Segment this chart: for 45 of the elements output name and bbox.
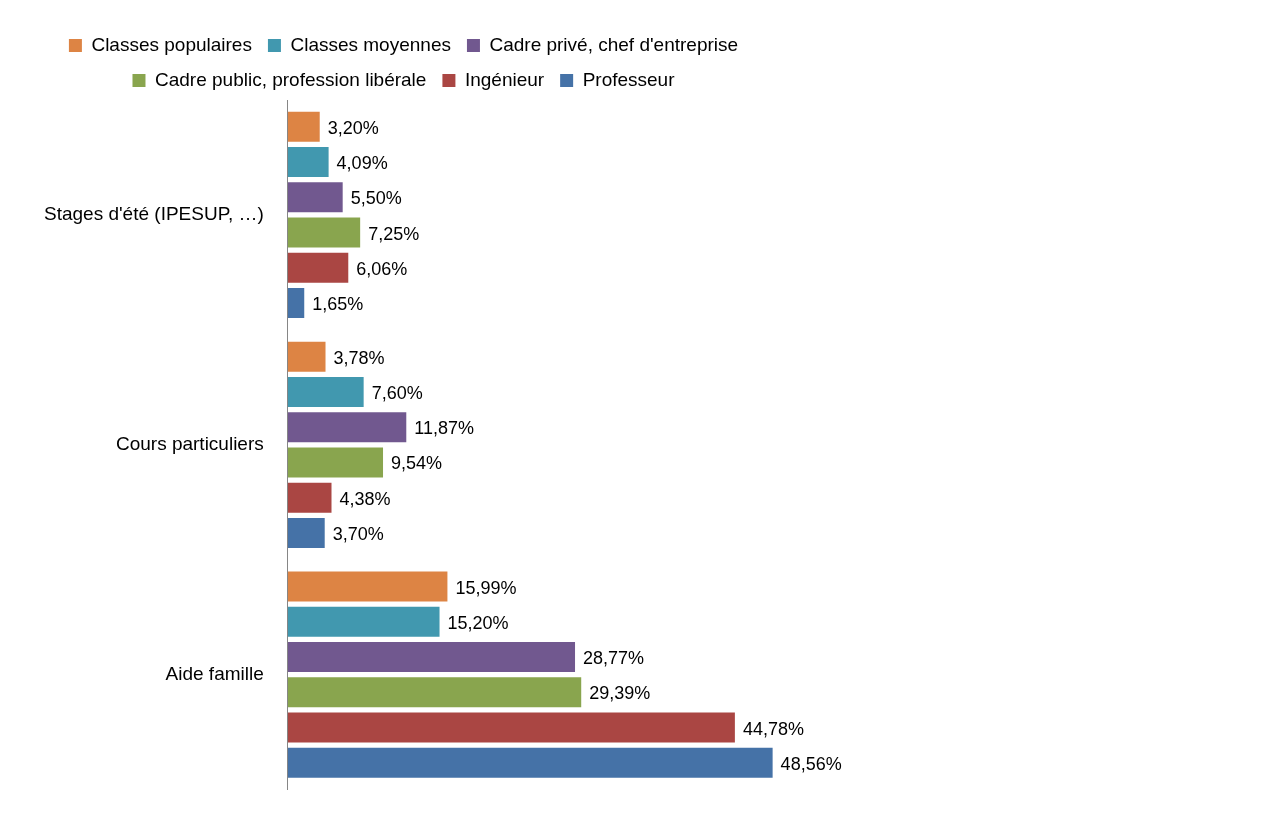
bar: [287, 412, 407, 443]
data-label: 7,25%: [368, 223, 420, 244]
bar: [287, 571, 448, 602]
data-label: 7,60%: [371, 382, 423, 403]
bar: [287, 341, 326, 372]
data-label: 28,77%: [583, 648, 645, 669]
legend-label: Ingénieur: [464, 68, 545, 90]
data-label: 15,99%: [455, 577, 517, 598]
bar: [287, 447, 384, 478]
data-label: 3,78%: [333, 347, 385, 368]
bar: [287, 182, 343, 213]
legend-label: Professeur: [582, 68, 676, 90]
y-tick-label: Cours particuliers: [115, 433, 264, 455]
data-label: 3,70%: [332, 523, 384, 544]
bar: [287, 712, 735, 743]
bar: [287, 288, 305, 319]
data-label: 9,54%: [391, 453, 443, 474]
bar: [287, 252, 349, 283]
bar: [287, 517, 325, 548]
legend-label: Cadre privé, chef d'entreprise: [489, 33, 739, 55]
data-label: 3,20%: [327, 117, 379, 138]
bar: [287, 677, 582, 708]
bar: [287, 217, 361, 248]
bar: [287, 747, 773, 778]
data-label: 5,50%: [350, 188, 402, 209]
data-label: 29,39%: [589, 683, 651, 704]
data-label: 11,87%: [414, 418, 475, 439]
bar: [287, 642, 576, 673]
data-label: 6,06%: [356, 258, 408, 279]
data-label: 44,78%: [742, 718, 804, 739]
legend-label: Classes moyennes: [290, 33, 451, 55]
data-label: 1,65%: [312, 294, 364, 315]
bar: [287, 606, 440, 637]
bar: [287, 147, 329, 178]
bar: [287, 376, 364, 407]
y-tick-label: Stages d'été (IPESUP, …): [43, 203, 264, 225]
data-label: 4,09%: [336, 153, 388, 174]
data-label: 48,56%: [780, 753, 842, 774]
bar: [287, 482, 332, 513]
data-label: 4,38%: [339, 488, 391, 509]
y-tick-label: Aide famille: [165, 662, 264, 684]
data-label: 15,20%: [447, 612, 509, 633]
legend-label: Cadre public, profession libérale: [154, 68, 427, 90]
bar: [287, 111, 320, 142]
legend-label: Classes populaires: [91, 33, 252, 55]
